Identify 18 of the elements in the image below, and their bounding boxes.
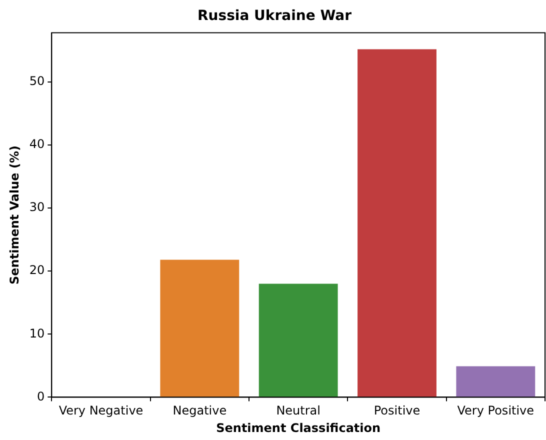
bar (456, 366, 536, 397)
bar (258, 284, 338, 397)
x-tick-label: Neutral (276, 404, 320, 418)
y-tick-label: 10 (29, 326, 45, 340)
y-tick-label: 0 (37, 389, 45, 404)
bar (358, 49, 436, 397)
chart-title: Russia Ukraine War (198, 8, 352, 24)
y-tick-label: 50 (29, 74, 45, 88)
x-tick-label: Positive (374, 404, 420, 418)
x-tick-label: Very Negative (58, 404, 144, 418)
y-tick-label: 20 (29, 263, 45, 278)
y-tick-label: 30 (29, 200, 45, 214)
x-tick-label: Very Positive (457, 404, 534, 418)
x-axis-title: Sentiment Classification (216, 420, 381, 435)
bar (160, 260, 240, 397)
y-tick-label: 40 (29, 137, 45, 152)
x-tick-label: Negative (172, 404, 227, 418)
y-axis-title: Sentiment Value (%) (7, 146, 22, 284)
